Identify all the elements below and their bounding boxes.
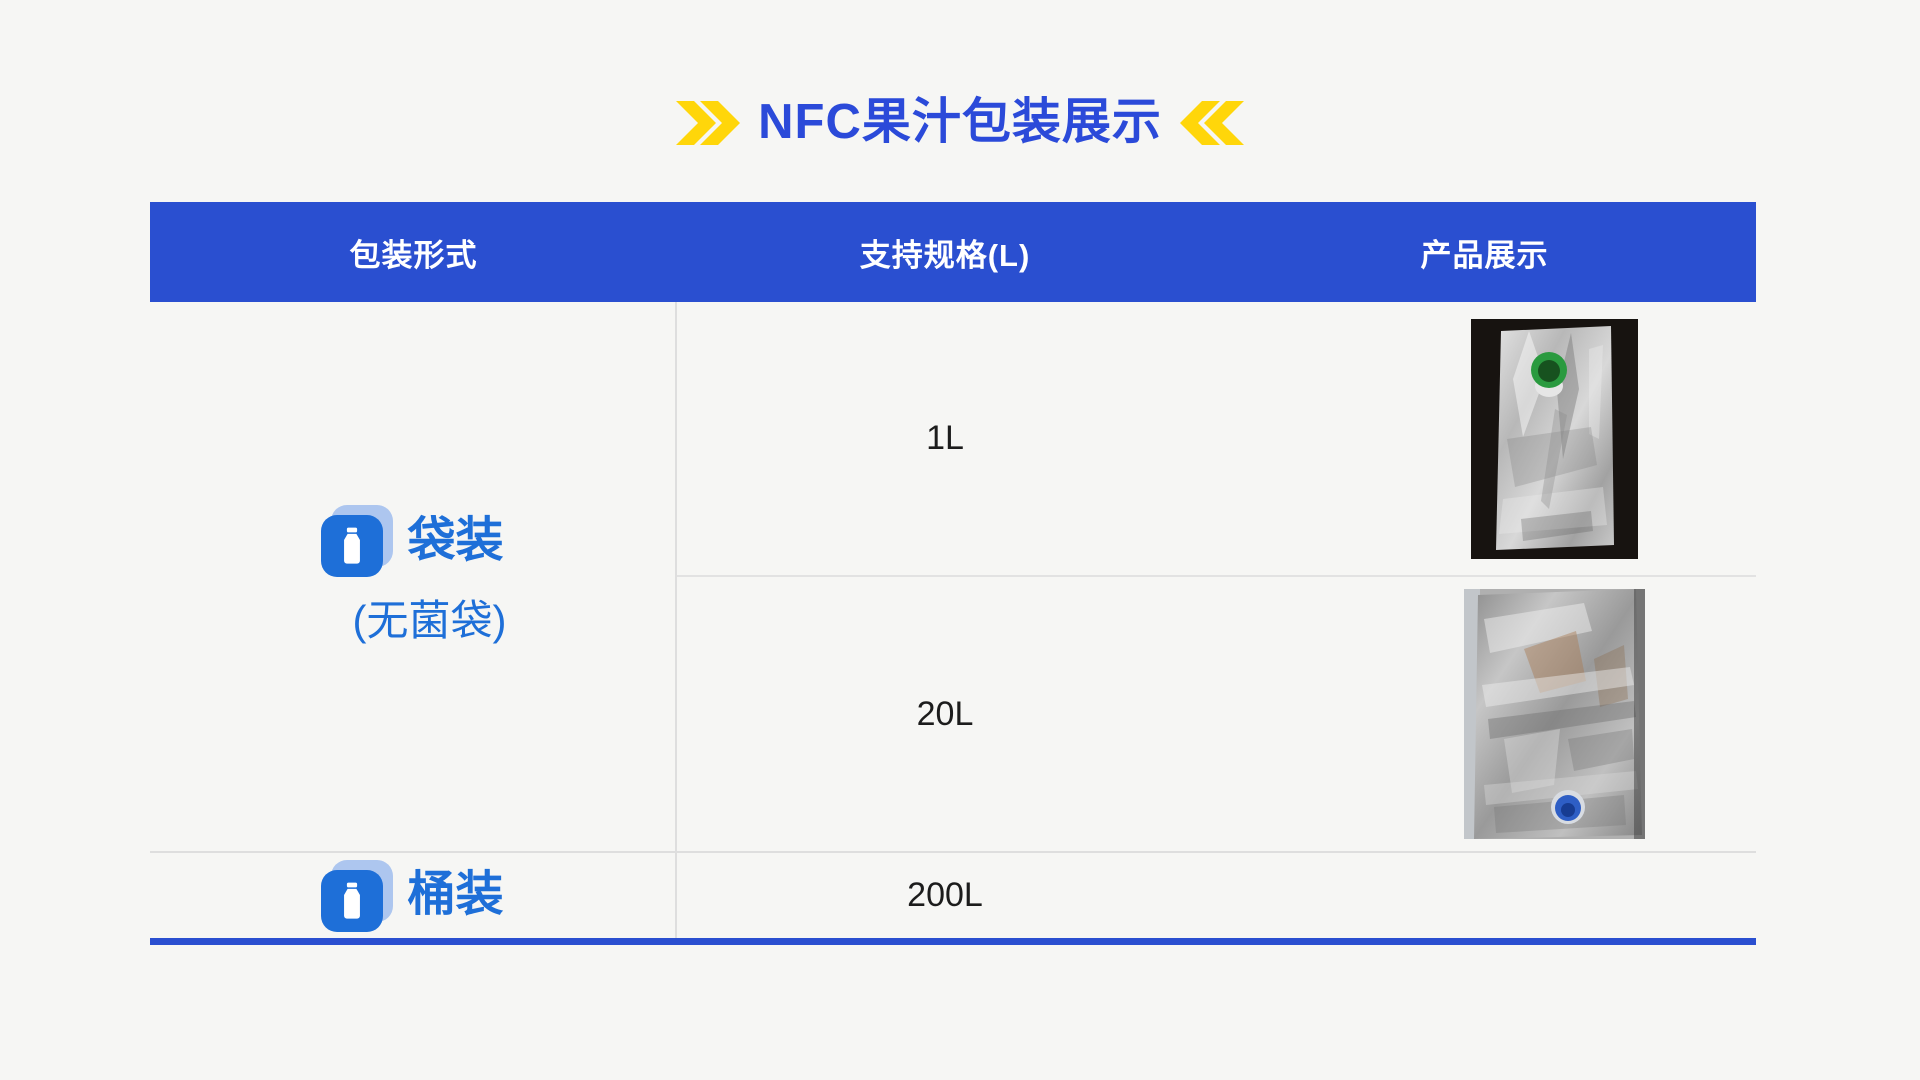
column-header-supported-specs: 支持规格(L) [677,202,1213,302]
packaging-table: 包装形式 支持规格(L) 产品展示 袋装 (无菌袋) [150,202,1756,945]
page-title-row: NFC果汁包装展示 [0,95,1920,150]
bottle-glyph [344,527,361,564]
bottle-icon-tile [321,515,384,577]
double-chevron-right-icon [676,100,741,145]
packaging-name-bag: 袋装 [407,513,504,567]
bottle-icon [321,859,394,932]
photo-cell-20l [1213,577,1756,853]
bottle-glyph [344,882,361,919]
packaging-group-barrel: 桶装 [150,853,677,938]
packaging-name-barrel: 桶装 [407,868,504,922]
packaging-subname-aseptic-bag: (无菌袋) [352,597,507,644]
double-chevron-left-icon [1179,100,1244,145]
barrel-label-row: 桶装 [321,859,504,932]
column-header-product-display: 产品展示 [1213,202,1756,302]
product-photo-1l-bag [1471,318,1638,559]
product-photo-20l-bag [1464,589,1645,839]
photo-cell-200l-empty [1213,853,1756,938]
spec-value: 1L [926,419,964,457]
bottle-icon-tile [321,869,384,932]
spec-cell-1l: 1L [677,302,1213,577]
photo-cell-1l [1213,302,1756,577]
spec-cell-200l: 200L [677,853,1213,938]
spec-value: 20L [916,694,974,733]
bag-label-row: 袋装 [321,505,504,577]
column-header-packaging-form: 包装形式 [150,202,677,302]
packaging-group-bag: 袋装 (无菌袋) [150,302,677,853]
spec-value: 200L [907,876,983,914]
page-title: NFC果汁包装展示 [758,95,1162,149]
spec-cell-20l: 20L [677,577,1213,853]
bottle-icon [321,505,394,577]
